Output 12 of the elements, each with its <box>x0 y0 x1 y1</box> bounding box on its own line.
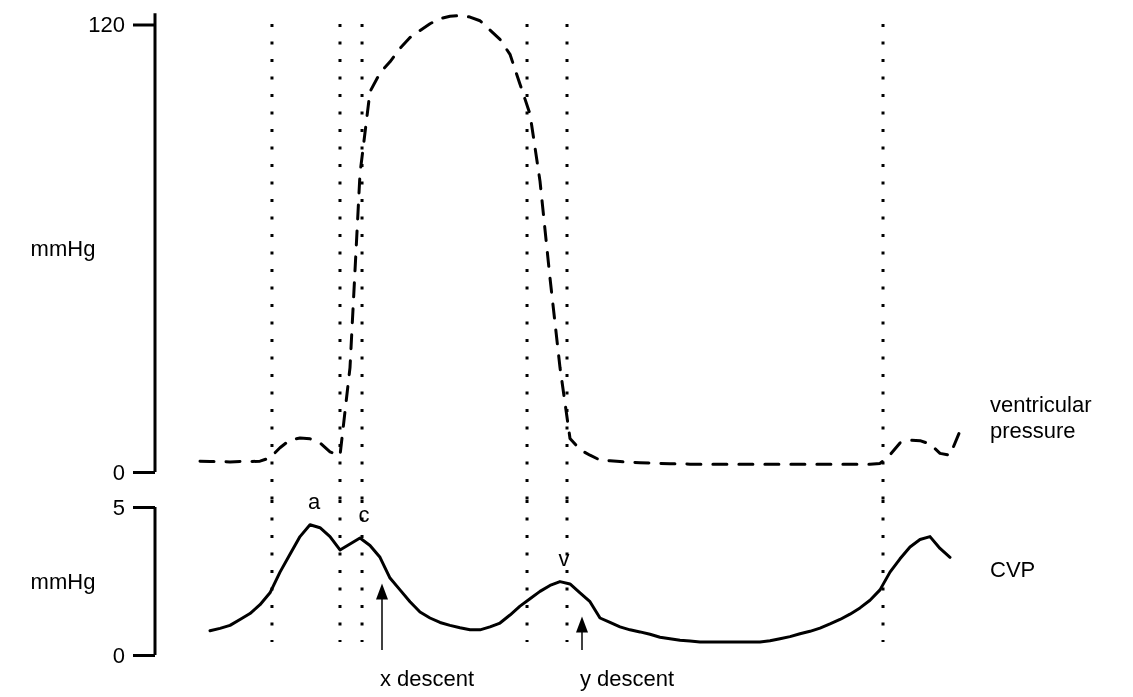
y-tick-label: 0 <box>112 642 125 668</box>
y-tick-label: 0 <box>112 459 125 485</box>
series-label: CVP <box>990 557 1036 583</box>
y-axis-title: mmHg <box>30 235 96 261</box>
y-tick-label: 5 <box>112 494 125 520</box>
y-tick-label: 120 <box>88 12 125 38</box>
text: y descent <box>580 666 675 691</box>
text: x descent <box>380 666 475 691</box>
annotation: v <box>558 545 570 571</box>
series-label: ventricular pressure <box>990 391 1092 443</box>
y-axis-title: mmHg <box>30 568 96 594</box>
annotation: a <box>307 488 321 514</box>
